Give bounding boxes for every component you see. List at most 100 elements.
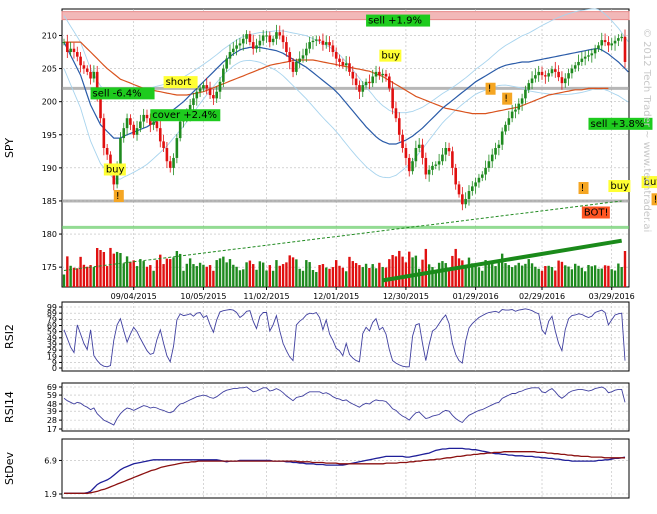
candle-body (95, 71, 99, 96)
candle-body (318, 39, 321, 41)
candle-body (305, 48, 308, 56)
volume-bar (491, 264, 494, 287)
volume-bar (481, 270, 484, 287)
candle-body (397, 118, 401, 135)
candle-body (298, 58, 301, 62)
candle-body (328, 42, 331, 46)
candle-body (268, 35, 272, 43)
candle-body (384, 73, 388, 77)
candle-body (421, 144, 424, 158)
rsi2-ytick-label: 19 (47, 352, 57, 361)
volume-bar (235, 266, 238, 287)
candle-body (228, 52, 232, 59)
volume-bar (590, 266, 594, 287)
price-panel-frame (61, 8, 630, 288)
volume-bar (95, 248, 99, 287)
volume-bar (69, 265, 72, 287)
volume-bar (371, 264, 374, 287)
candle-body (301, 55, 305, 59)
candle-body (597, 45, 600, 49)
candle-body (321, 40, 325, 45)
price-ytick-label: 200 (42, 98, 57, 107)
signal-annotation-box (608, 180, 631, 193)
candle-body (348, 63, 351, 72)
candle-body (99, 95, 102, 119)
volume-bar (550, 267, 554, 287)
candle-body (494, 148, 497, 155)
candle-body (378, 71, 381, 76)
candle-body (617, 38, 620, 41)
volume-bar (175, 251, 179, 287)
price-ytick-label: 190 (42, 164, 57, 173)
candle-body (198, 88, 202, 92)
candle-body (92, 71, 96, 79)
volume-bar (574, 263, 577, 287)
candle-body (553, 69, 557, 72)
candle-body (381, 73, 384, 76)
candle-body (275, 32, 278, 39)
volume-bar (358, 265, 361, 287)
volume-bar (351, 261, 354, 287)
stdev-ylabel: StDev (3, 451, 16, 485)
volume-bar (115, 251, 119, 287)
candle-body (573, 65, 577, 69)
rsi2-panel-frame (61, 301, 630, 372)
candle-body (467, 191, 471, 199)
rsi2-ytick-label: 59 (47, 328, 57, 337)
volume-bar (79, 256, 82, 287)
volume-bar (228, 259, 232, 287)
volume-bar (119, 253, 122, 287)
candle-body (149, 118, 152, 125)
candle-body (351, 71, 355, 79)
candle-body (358, 85, 361, 92)
rsi14-ytick-label: 59 (47, 391, 57, 400)
volume-bar (185, 263, 189, 287)
lower-band-line (63, 59, 629, 180)
volume-bar (155, 260, 159, 287)
volume-bar (271, 270, 275, 287)
watermark-text: © 2012 Tech Trader ~ www.techtrader.ai (641, 28, 652, 232)
volume-bar (530, 263, 534, 287)
volume-bar (215, 260, 218, 287)
candle-body (142, 114, 145, 122)
candle-body (208, 88, 212, 96)
candle-body (441, 154, 444, 162)
signal-annotation-label: ! (581, 183, 585, 194)
volume-bar (434, 272, 437, 287)
volume-bar (484, 260, 487, 287)
volume-bar (242, 269, 245, 287)
volume-bar (308, 262, 311, 287)
volume-bar (437, 262, 441, 287)
candle-body (72, 48, 76, 53)
rsi2-ytick-label: 49 (47, 334, 57, 343)
candle-body (85, 68, 89, 72)
rsi2-ytick-label: 79 (47, 315, 57, 324)
volume-bar (298, 268, 301, 287)
volume-bar (245, 262, 248, 287)
volume-bar (188, 258, 192, 287)
candle-body (374, 71, 378, 77)
candle-body (308, 42, 311, 49)
signal-annotation-box (163, 76, 198, 89)
candle-body (417, 144, 421, 148)
volume-bar (252, 264, 255, 287)
candle-body (507, 118, 511, 125)
candle-body (152, 121, 155, 125)
candle-body (271, 38, 275, 43)
volume-bar (325, 267, 328, 287)
volume-bar (129, 262, 132, 287)
volume-bar (159, 254, 162, 287)
signal-annotation-label: ! (488, 84, 492, 95)
candle-body (89, 71, 92, 79)
volume-bar (600, 268, 603, 287)
rsi14-ytick-label: 17 (47, 425, 57, 434)
candle-body (437, 161, 441, 165)
volume-bar (265, 270, 268, 287)
candle-body (324, 42, 328, 45)
volume-bar (89, 265, 92, 287)
candle-body (404, 148, 408, 158)
candle-body (172, 157, 175, 168)
candle-body (434, 164, 438, 166)
volume-bar (424, 248, 428, 287)
price-ytick-label: 180 (42, 230, 57, 239)
